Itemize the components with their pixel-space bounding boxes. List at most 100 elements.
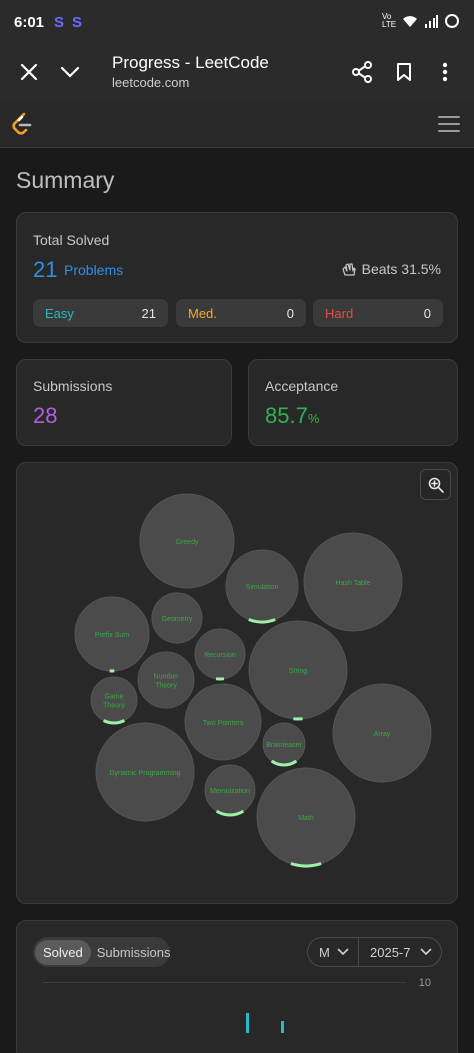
activity-chart-card: Solved Submissions M 2025-7 10 [16,920,458,1053]
month-select[interactable]: 2025-7 [358,937,442,967]
submissions-label: Submissions [33,378,113,394]
total-solved-unit: Problems [64,262,124,278]
topic-bubble-label: Theory [103,703,125,710]
expand-toolbar-button[interactable] [56,58,84,86]
topic-bubble-label: Array [374,731,391,738]
page-title: Progress - LeetCode [112,53,269,72]
topic-bubble-label: Geometry [162,616,193,623]
more-options-button[interactable] [431,58,459,86]
zoom-in-button[interactable] [420,469,451,500]
close-tab-button[interactable] [15,58,43,86]
activity-bar [246,1013,249,1033]
period-select[interactable]: M [307,937,359,967]
topic-progress-arc [102,719,126,725]
hard-label: Hard [325,305,354,321]
chart-gridline [43,982,406,983]
easy-stat: Easy 21 [33,299,168,327]
total-solved-card: Total Solved 21 Problems Beats 31.5% Eas… [16,212,458,343]
topic-progress-arc [290,862,322,868]
topic-bubble[interactable]: Greedy [139,493,235,589]
month-value: 2025-7 [370,944,411,960]
acceptance-card: Acceptance 85.7% [248,359,458,446]
volte-label: Vo LTE [382,12,397,29]
battery-ring-icon [445,14,459,28]
app-badge-2: S [72,13,83,31]
site-navbar [0,100,474,148]
status-time: 6:01 [14,13,45,31]
topic-bubble[interactable]: Prefix Sum [74,596,150,673]
app-badge-1: S [54,13,65,31]
submissions-card: Submissions 28 [16,359,232,446]
beats-text: Beats 31.5% [361,261,441,277]
hamburger-menu-icon[interactable] [438,114,460,134]
topic-bubble[interactable]: Recursion [194,628,246,681]
chevron-down-icon [420,948,432,956]
topic-bubble[interactable]: Number Theory [137,651,195,709]
status-icons: Vo LTE [382,13,460,29]
topic-bubble-label: String [289,668,307,675]
topic-bubble[interactable]: Brainteaser [262,722,306,767]
bookmark-button[interactable] [390,58,418,86]
topic-bubble[interactable]: Two Pointers [184,683,262,761]
topic-progress-arc [270,759,298,767]
zoom-in-icon [428,477,444,493]
status-bar: 6:01 S S Vo LTE [0,0,474,44]
topic-bubble-label: Greedy [176,539,199,546]
topic-bubble-label: Prefix Sum [95,632,129,639]
clapping-hands-icon [342,263,356,276]
topic-bubble-circle [151,592,203,644]
acceptance-value-wrap: 85.7% [265,403,319,429]
topic-progress-arc [248,618,276,624]
topic-bubble-label: Theory [155,683,177,690]
topic-bubble-label: Two Pointers [203,720,244,727]
topic-bubble-label: Memoization [210,788,250,795]
activity-bar [281,1021,284,1033]
topic-bubble-label: Game [104,694,123,701]
more-vertical-icon [442,62,448,82]
topic-bubble[interactable]: Dynamic Programming [95,722,195,822]
topic-bubble-circle [332,683,432,783]
topic-bubble[interactable]: Game Theory [90,676,138,725]
medium-label: Med. [188,305,217,321]
beats-stat: Beats 31.5% [341,261,441,277]
share-icon [352,61,372,83]
easy-label: Easy [45,305,74,321]
tab-submissions[interactable]: Submissions [96,944,171,960]
topic-bubble-circle [139,493,235,589]
easy-value: 21 [141,305,156,321]
topics-bubble-card: Greedy Simulation Hash Table Prefix Sum Geom… [16,462,458,904]
topic-bubble[interactable]: Simulation [225,549,299,624]
leetcode-logo-icon[interactable] [10,112,34,136]
tab-solved[interactable]: Solved [35,939,91,965]
bookmark-icon [397,63,411,81]
topics-bubble-chart: Greedy Simulation Hash Table Prefix Sum Geom… [74,493,432,868]
y-axis-max-label: 10 [418,977,431,989]
topic-bubble-label: Dynamic Programming [109,770,180,777]
topic-bubble[interactable]: Array [332,683,432,783]
total-solved-label: Total Solved [33,232,110,248]
topic-bubble[interactable]: String [248,620,348,721]
topic-bubble-circle [184,683,262,761]
topic-bubble-label: Recursion [204,652,236,659]
browser-toolbar: Progress - LeetCode leetcode.com [0,44,474,100]
total-solved-count: 21 [33,257,58,282]
acceptance-label: Acceptance [265,378,339,394]
topic-bubble-label: Hash Table [336,580,371,587]
summary-heading: Summary [16,167,115,193]
share-button[interactable] [348,58,376,86]
topic-bubble-label: Brainteaser [266,742,302,749]
topic-bubble-circle [137,651,195,709]
topic-bubble-circle [95,722,195,822]
topic-bubble[interactable]: Hash Table [303,532,403,632]
submissions-value: 28 [33,403,58,428]
topic-bubble[interactable]: Math [256,767,356,868]
chevron-down-icon [337,948,349,956]
page-url[interactable]: leetcode.com [112,75,190,90]
close-icon [20,63,38,81]
topic-bubble[interactable]: Memoization [204,764,256,817]
topic-bubble[interactable]: Geometry [151,592,203,644]
topic-bubble-label: Simulation [246,584,279,591]
hard-value: 0 [423,305,431,321]
acceptance-unit: % [307,411,320,426]
topic-bubble-label: Number [154,674,180,681]
